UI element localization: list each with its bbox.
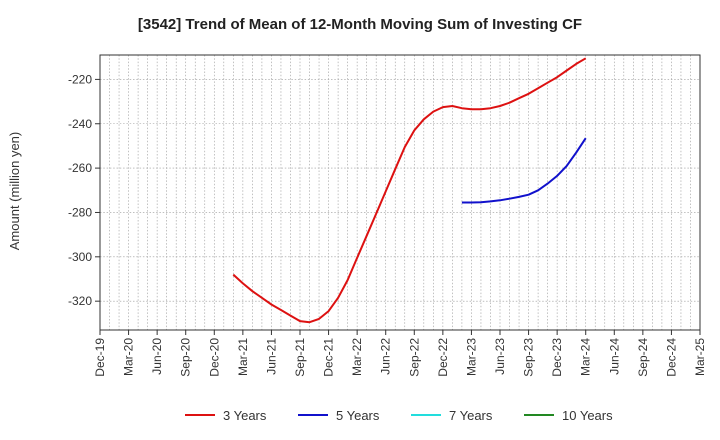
x-tick-label: Dec-24 — [664, 338, 678, 377]
x-tick-label: Jun-22 — [379, 338, 393, 375]
x-tick-labels: Dec-19 Mar-20 Jun-20 Sep-20 Dec-20 Mar-21 Jun-… — [93, 330, 707, 377]
x-tick-label: Jun-20 — [150, 338, 164, 375]
x-tick-label: Jun-23 — [493, 338, 507, 375]
series-lines — [232, 57, 587, 324]
x-tick-label: Dec-20 — [207, 338, 221, 377]
legend-label: 7 Years — [449, 408, 493, 423]
series-line-3-years — [232, 57, 587, 324]
y-tick-label: -300 — [68, 250, 92, 264]
x-tick-label: Mar-21 — [236, 338, 250, 376]
y-tick-label: -280 — [68, 205, 92, 219]
y-tick-labels: -220 -240 -260 -280 -300 -320 — [68, 72, 100, 308]
plot-area-border — [99, 54, 701, 331]
grid — [99, 55, 701, 330]
x-tick-label: Jun-21 — [264, 338, 278, 375]
series-line-5-years — [461, 137, 587, 204]
x-tick-label: Jun-24 — [607, 338, 621, 375]
y-tick-label: -320 — [68, 294, 92, 308]
legend: 3 Years 5 Years 7 Years 10 Years — [185, 408, 613, 423]
x-tick-label: Mar-20 — [122, 338, 136, 376]
x-tick-label: Dec-21 — [322, 338, 336, 377]
x-tick-label: Sep-22 — [407, 338, 421, 377]
x-tick-label: Dec-22 — [436, 338, 450, 377]
chart-title: [3542] Trend of Mean of 12-Month Moving … — [138, 16, 582, 33]
y-axis-label: Amount (million yen) — [7, 132, 22, 251]
legend-label: 3 Years — [223, 408, 267, 423]
y-tick-label: -240 — [68, 117, 92, 131]
x-tick-label: Mar-24 — [579, 338, 593, 376]
x-tick-label: Dec-19 — [93, 338, 107, 377]
y-tick-label: -220 — [68, 72, 92, 86]
x-tick-label: Sep-21 — [293, 338, 307, 377]
x-tick-label: Sep-24 — [636, 338, 650, 377]
x-tick-label: Sep-23 — [522, 338, 536, 377]
x-tick-label: Mar-25 — [693, 338, 707, 376]
y-tick-label: -260 — [68, 161, 92, 175]
x-tick-label: Dec-23 — [550, 338, 564, 377]
x-tick-label: Mar-22 — [350, 338, 364, 376]
legend-label: 10 Years — [562, 408, 613, 423]
x-tick-label: Sep-20 — [179, 338, 193, 377]
x-tick-label: Mar-23 — [464, 338, 478, 376]
legend-label: 5 Years — [336, 408, 380, 423]
